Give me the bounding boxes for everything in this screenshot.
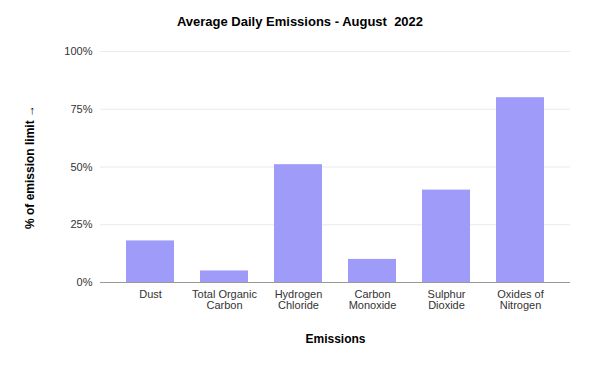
svg-text:25%: 25% bbox=[70, 218, 92, 230]
svg-text:Emissions: Emissions bbox=[305, 332, 365, 346]
svg-text:Dust: Dust bbox=[139, 288, 162, 300]
svg-text:Total OrganicCarbon: Total OrganicCarbon bbox=[192, 288, 257, 311]
svg-text:100%: 100% bbox=[64, 45, 92, 57]
svg-text:CarbonMonoxide: CarbonMonoxide bbox=[349, 288, 397, 311]
svg-text:HydrogenChloride: HydrogenChloride bbox=[275, 288, 323, 311]
svg-text:0%: 0% bbox=[77, 276, 93, 288]
svg-text:50%: 50% bbox=[70, 161, 92, 173]
svg-text:75%: 75% bbox=[70, 103, 92, 115]
svg-text:Oxides ofNitrogen: Oxides ofNitrogen bbox=[497, 288, 544, 311]
svg-text:SulphurDioxide: SulphurDioxide bbox=[428, 288, 466, 311]
svg-text:% of emission limit →: % of emission limit → bbox=[23, 105, 37, 229]
html-text:Average Daily Emissions - Augu: Average Daily Emissions - August 2022 bbox=[176, 14, 424, 29]
